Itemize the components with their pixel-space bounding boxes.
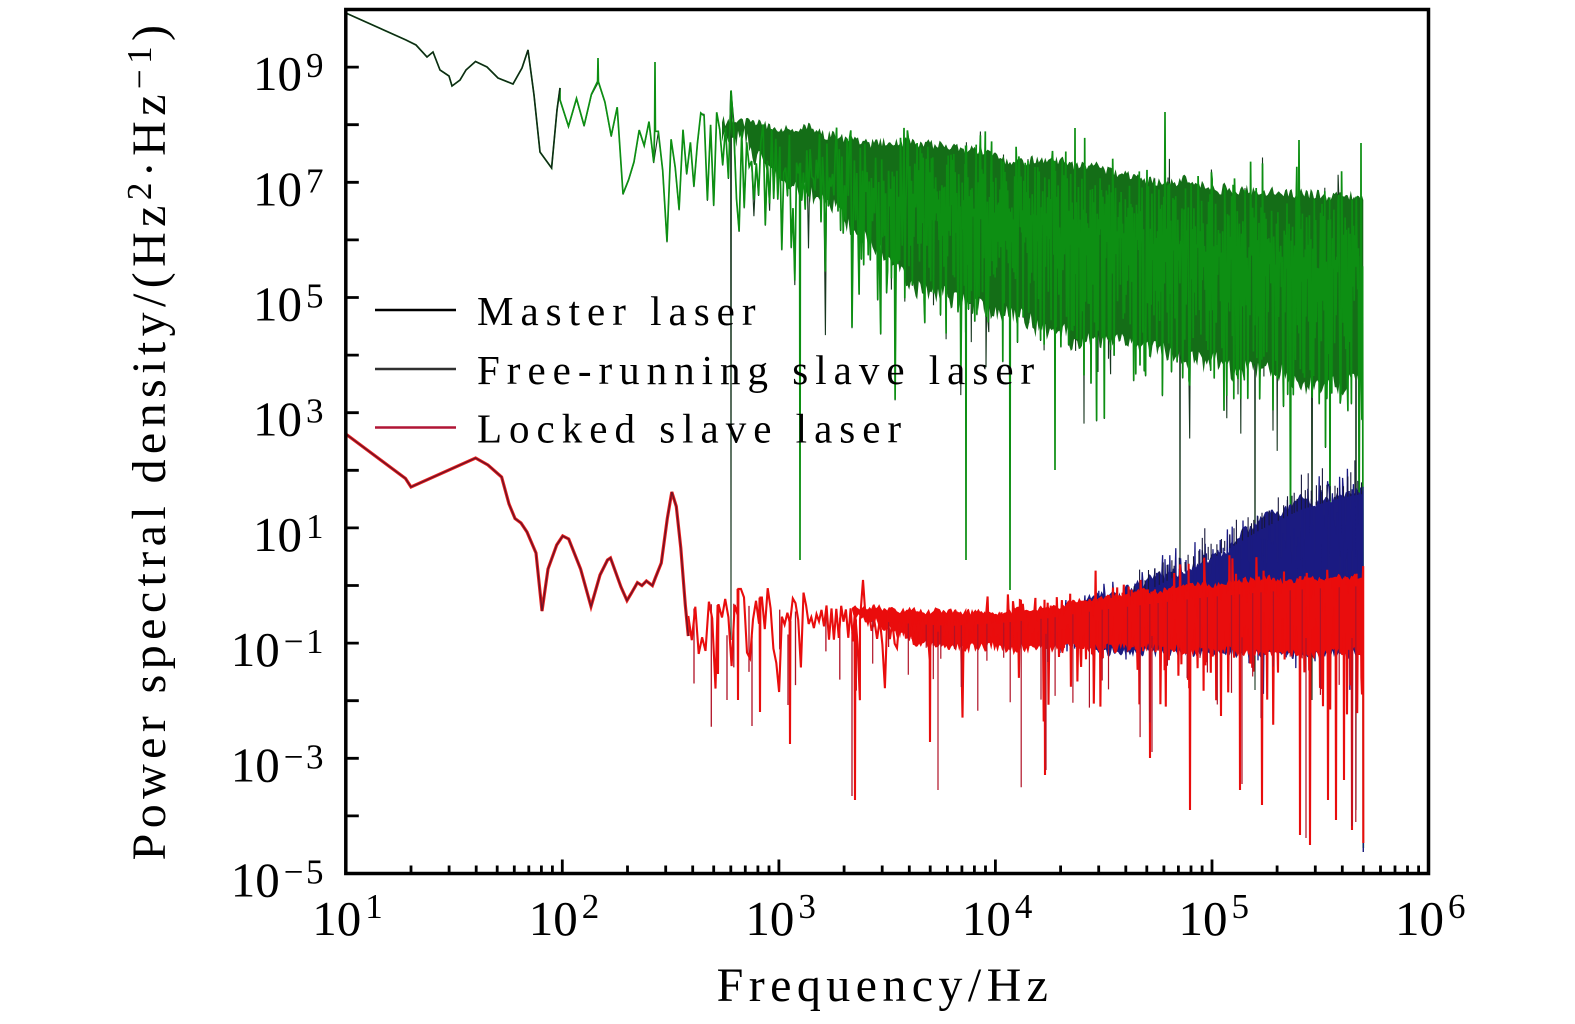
svg-text:Master laser: Master laser — [477, 288, 763, 334]
svg-text:Power spectral density/(Hz2·Hz: Power spectral density/(Hz2·Hz−1) — [120, 20, 176, 861]
svg-text:103: 10 3 — [745, 887, 818, 946]
svg-text:Free-running slave laser: Free-running slave laser — [477, 347, 1041, 393]
svg-text:Frequency/Hz: Frequency/Hz — [717, 959, 1054, 1012]
svg-text:Locked slave laser: Locked slave laser — [477, 406, 908, 452]
